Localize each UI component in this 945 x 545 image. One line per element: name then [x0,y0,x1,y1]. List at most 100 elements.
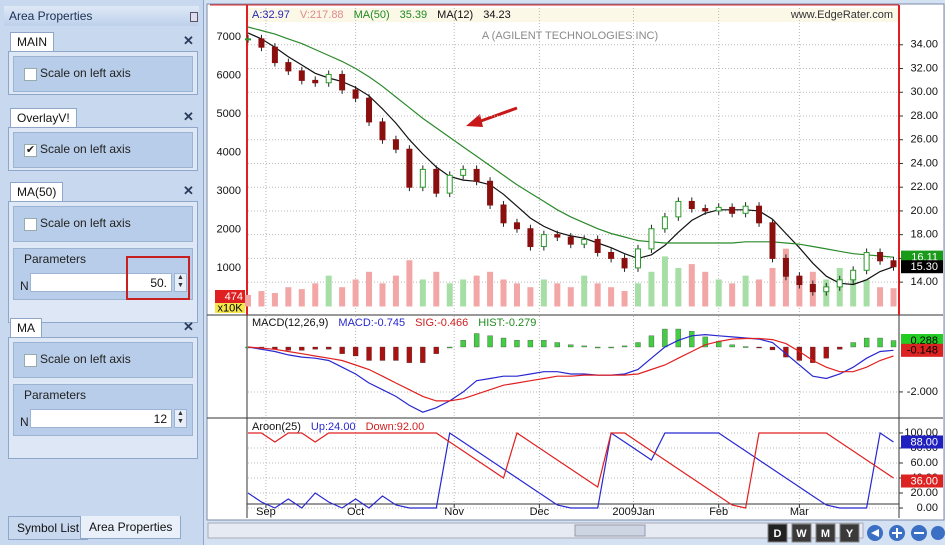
last-value-label: 36.00 [910,475,938,487]
histogram-bar [648,335,655,348]
last-value-label: 15.30 [910,261,938,273]
volume-bar [487,271,494,307]
parameters-group: Parameters N 12 ▲ ▼ [13,384,193,436]
y-tick-label: 0.00 [917,502,938,514]
volume-bar [312,283,319,307]
option-label: Scale on left axis [40,216,131,230]
volume-bar [729,283,736,307]
candle-body [339,73,346,91]
y-tick-label: 24.00 [910,157,938,169]
header-label: Aroon(25) [252,421,301,433]
histogram-bar [420,346,426,363]
y-tick-label: 26.00 [910,134,938,146]
properties-panel: Area Properties MAIN ✕ Scale on left axis Ov… [0,0,204,545]
close-button[interactable]: ✕ [183,183,194,198]
header-label: 35.39 [400,9,428,21]
close-button[interactable]: ✕ [183,319,194,334]
candle-body [688,200,695,210]
volume-bar [567,287,574,307]
parameter-input[interactable]: 50. [30,273,172,292]
volume-last-box [215,290,245,303]
scroll-thumb[interactable] [574,524,646,537]
section-body: Scale on left axis [8,51,198,95]
panel-tab[interactable]: Area Properties [80,516,182,539]
candle-body [433,168,440,194]
candle-body [527,228,534,248]
period-label: W [796,528,807,540]
y-tick-label: 34.00 [910,39,938,51]
checkbox[interactable] [24,354,37,367]
period-button[interactable] [839,523,860,543]
volume-bar [366,271,373,307]
candle-body [460,168,467,176]
volume-bar [675,267,682,307]
candle-body [392,139,399,150]
volume-bar [648,271,655,307]
volume-bar [325,275,332,307]
histogram-bar [635,342,641,348]
histogram-bar [366,346,372,361]
volume-bar [392,275,399,307]
left-tick-label: 5000 [217,108,241,120]
spin-button[interactable]: ▲ ▼ [174,409,187,428]
histogram-bar [326,346,332,350]
left-tick-label: 3000 [217,185,241,197]
histogram-bar [662,328,668,348]
period-label: D [774,528,782,540]
candle-body [473,168,480,182]
close-button[interactable]: ✕ [183,33,194,48]
checkbox[interactable] [24,218,37,231]
candle-body [258,38,265,48]
y-tick-label: 22.00 [910,181,938,193]
section-body: Scale on left axis Parameters N 12 ▲ ▼ [8,337,198,459]
checkbox[interactable]: ✔ [24,144,37,157]
histogram-bar [837,346,843,350]
header-label: MACD(12,26,9) [252,317,328,329]
panel-title: Area Properties [4,6,199,26]
candle-body [366,97,373,123]
period-button[interactable] [815,523,836,543]
histogram-bar [568,344,574,348]
histogram-bar [514,340,520,348]
y-tick-label: 30.00 [910,86,938,98]
volume-bar [688,264,695,307]
last-value-box [901,260,943,274]
histogram-bar [581,345,587,348]
volume-bar [608,287,615,307]
candle-body [352,89,359,99]
candle-body [715,206,722,212]
histogram-bar [877,337,883,348]
parameter-input[interactable]: 12 [30,409,172,428]
histogram-bar [447,346,453,349]
histogram-bar [823,346,829,359]
volume-bar [890,288,897,307]
histogram-bar [379,346,386,361]
header-strip [248,8,898,22]
period-label: Y [846,528,854,540]
close-button[interactable]: ✕ [183,109,194,124]
header-label: SIG:-0.466 [415,317,468,329]
scroll-right-button[interactable] [931,526,945,540]
checkbox[interactable] [24,68,37,81]
candle-body [809,284,816,293]
parameters-group: Parameters N 50. ▲ ▼ [13,248,193,300]
histogram-bar [810,346,816,363]
panel-tab[interactable]: Symbol List [8,516,89,540]
volume-bar [339,287,346,307]
icon [871,529,879,537]
option-label: Scale on left axis [40,142,131,156]
candle-body [271,46,278,64]
spin-button[interactable]: ▲ ▼ [174,273,187,292]
histogram-bar [393,346,399,361]
period-button[interactable] [791,523,812,543]
histogram-bar [729,344,735,348]
scrollbar[interactable] [207,522,864,539]
candle-body [850,269,857,281]
indicator-line [247,431,894,509]
volume-bar [419,279,426,307]
histogram-bar [742,346,749,348]
period-button[interactable] [767,523,788,543]
histogram-bar [608,346,614,349]
candle-body [796,275,803,286]
